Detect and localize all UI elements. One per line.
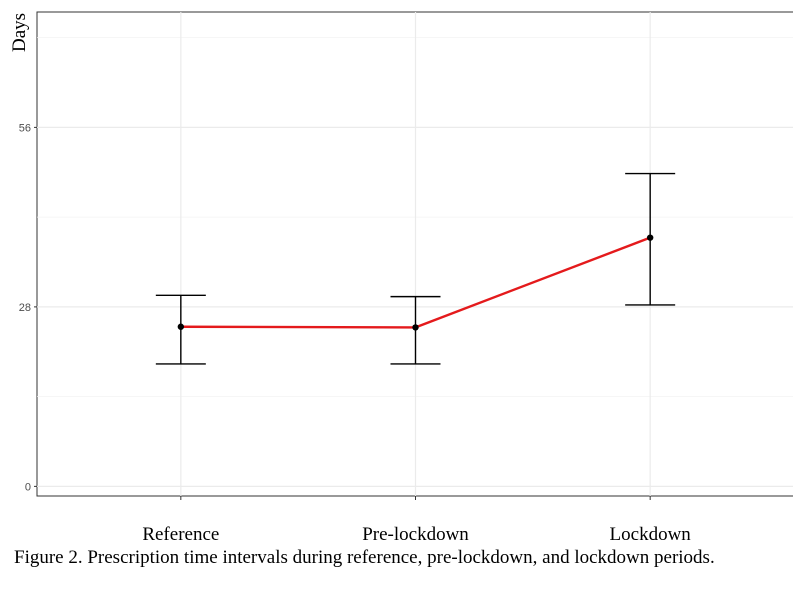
y-tick-label: 0: [25, 481, 31, 493]
figure-caption: Figure 2. Prescription time intervals du…: [14, 547, 715, 568]
x-tick-label: Lockdown: [610, 524, 692, 545]
y-axis-ticks: 0 28 56: [19, 122, 37, 493]
y-tick-label: 28: [19, 302, 31, 314]
y-axis-label: Days: [9, 13, 30, 52]
x-tick-label: Pre-lockdown: [362, 524, 469, 545]
x-axis-ticks: Reference Pre-lockdown Lockdown: [142, 496, 691, 545]
data-point: [646, 234, 654, 241]
data-point: [177, 323, 185, 330]
data-point: [412, 324, 419, 331]
y-tick-label: 56: [19, 122, 31, 134]
data-points: [177, 234, 654, 331]
x-tick-label: Reference: [142, 524, 219, 545]
chart: 0 28 56 Reference Pre-lockdown Lockdown Days: [9, 11, 793, 545]
